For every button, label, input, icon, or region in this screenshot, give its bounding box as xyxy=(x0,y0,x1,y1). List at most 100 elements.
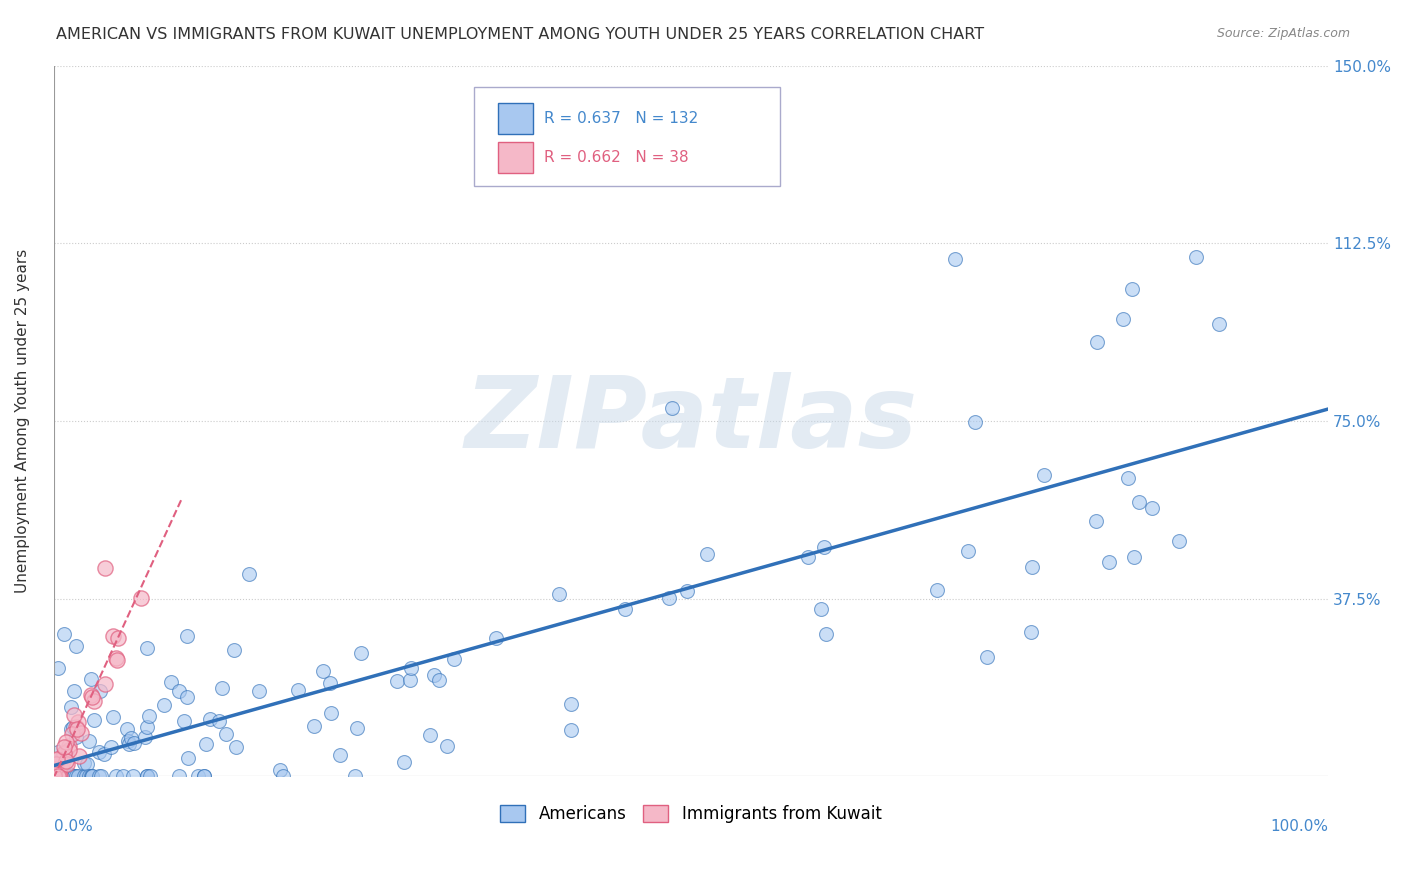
Point xyxy=(187,769,209,783)
Point xyxy=(160,674,183,689)
Point xyxy=(65,720,87,734)
Point xyxy=(271,769,294,783)
Point xyxy=(45,753,67,767)
Point xyxy=(1085,335,1108,350)
Point xyxy=(427,673,450,687)
Point xyxy=(344,769,367,783)
Point xyxy=(89,683,111,698)
Point xyxy=(101,710,124,724)
Point xyxy=(90,769,112,783)
Point xyxy=(810,602,832,616)
Point xyxy=(136,769,159,783)
Point xyxy=(443,652,465,666)
Point xyxy=(63,708,86,723)
Point xyxy=(129,591,152,606)
Point xyxy=(247,684,270,698)
Point xyxy=(177,750,200,764)
Point xyxy=(173,714,195,728)
Point xyxy=(73,769,96,783)
FancyBboxPatch shape xyxy=(474,87,780,186)
Point xyxy=(814,626,837,640)
Point xyxy=(176,629,198,643)
Point xyxy=(63,769,86,783)
Point xyxy=(1112,312,1135,326)
Point xyxy=(658,591,681,606)
Point xyxy=(193,769,215,783)
Point xyxy=(193,769,215,783)
Point xyxy=(60,727,83,741)
Point xyxy=(107,653,129,667)
Point xyxy=(80,769,103,783)
Point xyxy=(1116,471,1139,485)
Point xyxy=(1121,282,1143,296)
Text: Source: ZipAtlas.com: Source: ZipAtlas.com xyxy=(1216,27,1350,40)
Point xyxy=(138,708,160,723)
Point xyxy=(46,769,69,783)
Point xyxy=(302,719,325,733)
Point xyxy=(77,769,100,783)
Point xyxy=(66,722,89,736)
Point xyxy=(101,629,124,643)
Point xyxy=(419,729,441,743)
Point xyxy=(46,769,69,783)
Point xyxy=(59,700,82,714)
Point xyxy=(225,740,247,755)
Point xyxy=(957,543,980,558)
Point xyxy=(66,769,89,783)
Point xyxy=(1123,549,1146,564)
Point xyxy=(200,712,222,726)
Point xyxy=(797,549,820,564)
Point xyxy=(925,583,948,598)
Point xyxy=(167,684,190,698)
Point xyxy=(139,769,162,783)
Text: 100.0%: 100.0% xyxy=(1270,819,1329,834)
Point xyxy=(963,415,986,429)
Point xyxy=(423,668,446,682)
Point xyxy=(349,646,371,660)
Point xyxy=(51,769,73,783)
Point xyxy=(346,722,368,736)
Point xyxy=(65,639,87,653)
Point xyxy=(1208,317,1230,331)
Point xyxy=(55,756,77,771)
Point xyxy=(52,747,75,762)
Point xyxy=(42,769,65,783)
Point xyxy=(48,661,70,675)
Point xyxy=(135,640,157,655)
Point xyxy=(45,769,67,783)
Point xyxy=(67,749,90,764)
Point xyxy=(134,731,156,745)
Point xyxy=(80,690,103,705)
Point xyxy=(222,643,245,657)
Point xyxy=(87,769,110,783)
Point xyxy=(55,769,77,783)
Point xyxy=(73,756,96,771)
Point xyxy=(94,677,117,691)
Point xyxy=(560,723,582,737)
Point xyxy=(215,727,238,741)
Point xyxy=(51,769,73,783)
Point xyxy=(56,748,79,763)
Point xyxy=(311,664,333,678)
Point xyxy=(79,688,101,702)
Point xyxy=(560,698,582,712)
Text: 0.0%: 0.0% xyxy=(53,819,93,834)
Text: ZIPatlas: ZIPatlas xyxy=(464,372,918,469)
Point xyxy=(79,769,101,783)
Text: AMERICAN VS IMMIGRANTS FROM KUWAIT UNEMPLOYMENT AMONG YOUTH UNDER 25 YEARS CORRE: AMERICAN VS IMMIGRANTS FROM KUWAIT UNEMP… xyxy=(56,27,984,42)
Point xyxy=(1084,514,1107,528)
Point xyxy=(122,769,145,783)
Point xyxy=(93,747,115,761)
Point xyxy=(76,757,98,772)
Point xyxy=(107,631,129,645)
Text: R = 0.662   N = 38: R = 0.662 N = 38 xyxy=(544,150,689,165)
Point xyxy=(65,731,87,745)
Point xyxy=(80,769,103,783)
Point xyxy=(208,714,231,728)
Point xyxy=(51,756,73,771)
Point xyxy=(45,756,67,771)
Point xyxy=(117,734,139,748)
Point xyxy=(104,769,127,783)
Point xyxy=(211,681,233,696)
Point xyxy=(1098,555,1121,569)
